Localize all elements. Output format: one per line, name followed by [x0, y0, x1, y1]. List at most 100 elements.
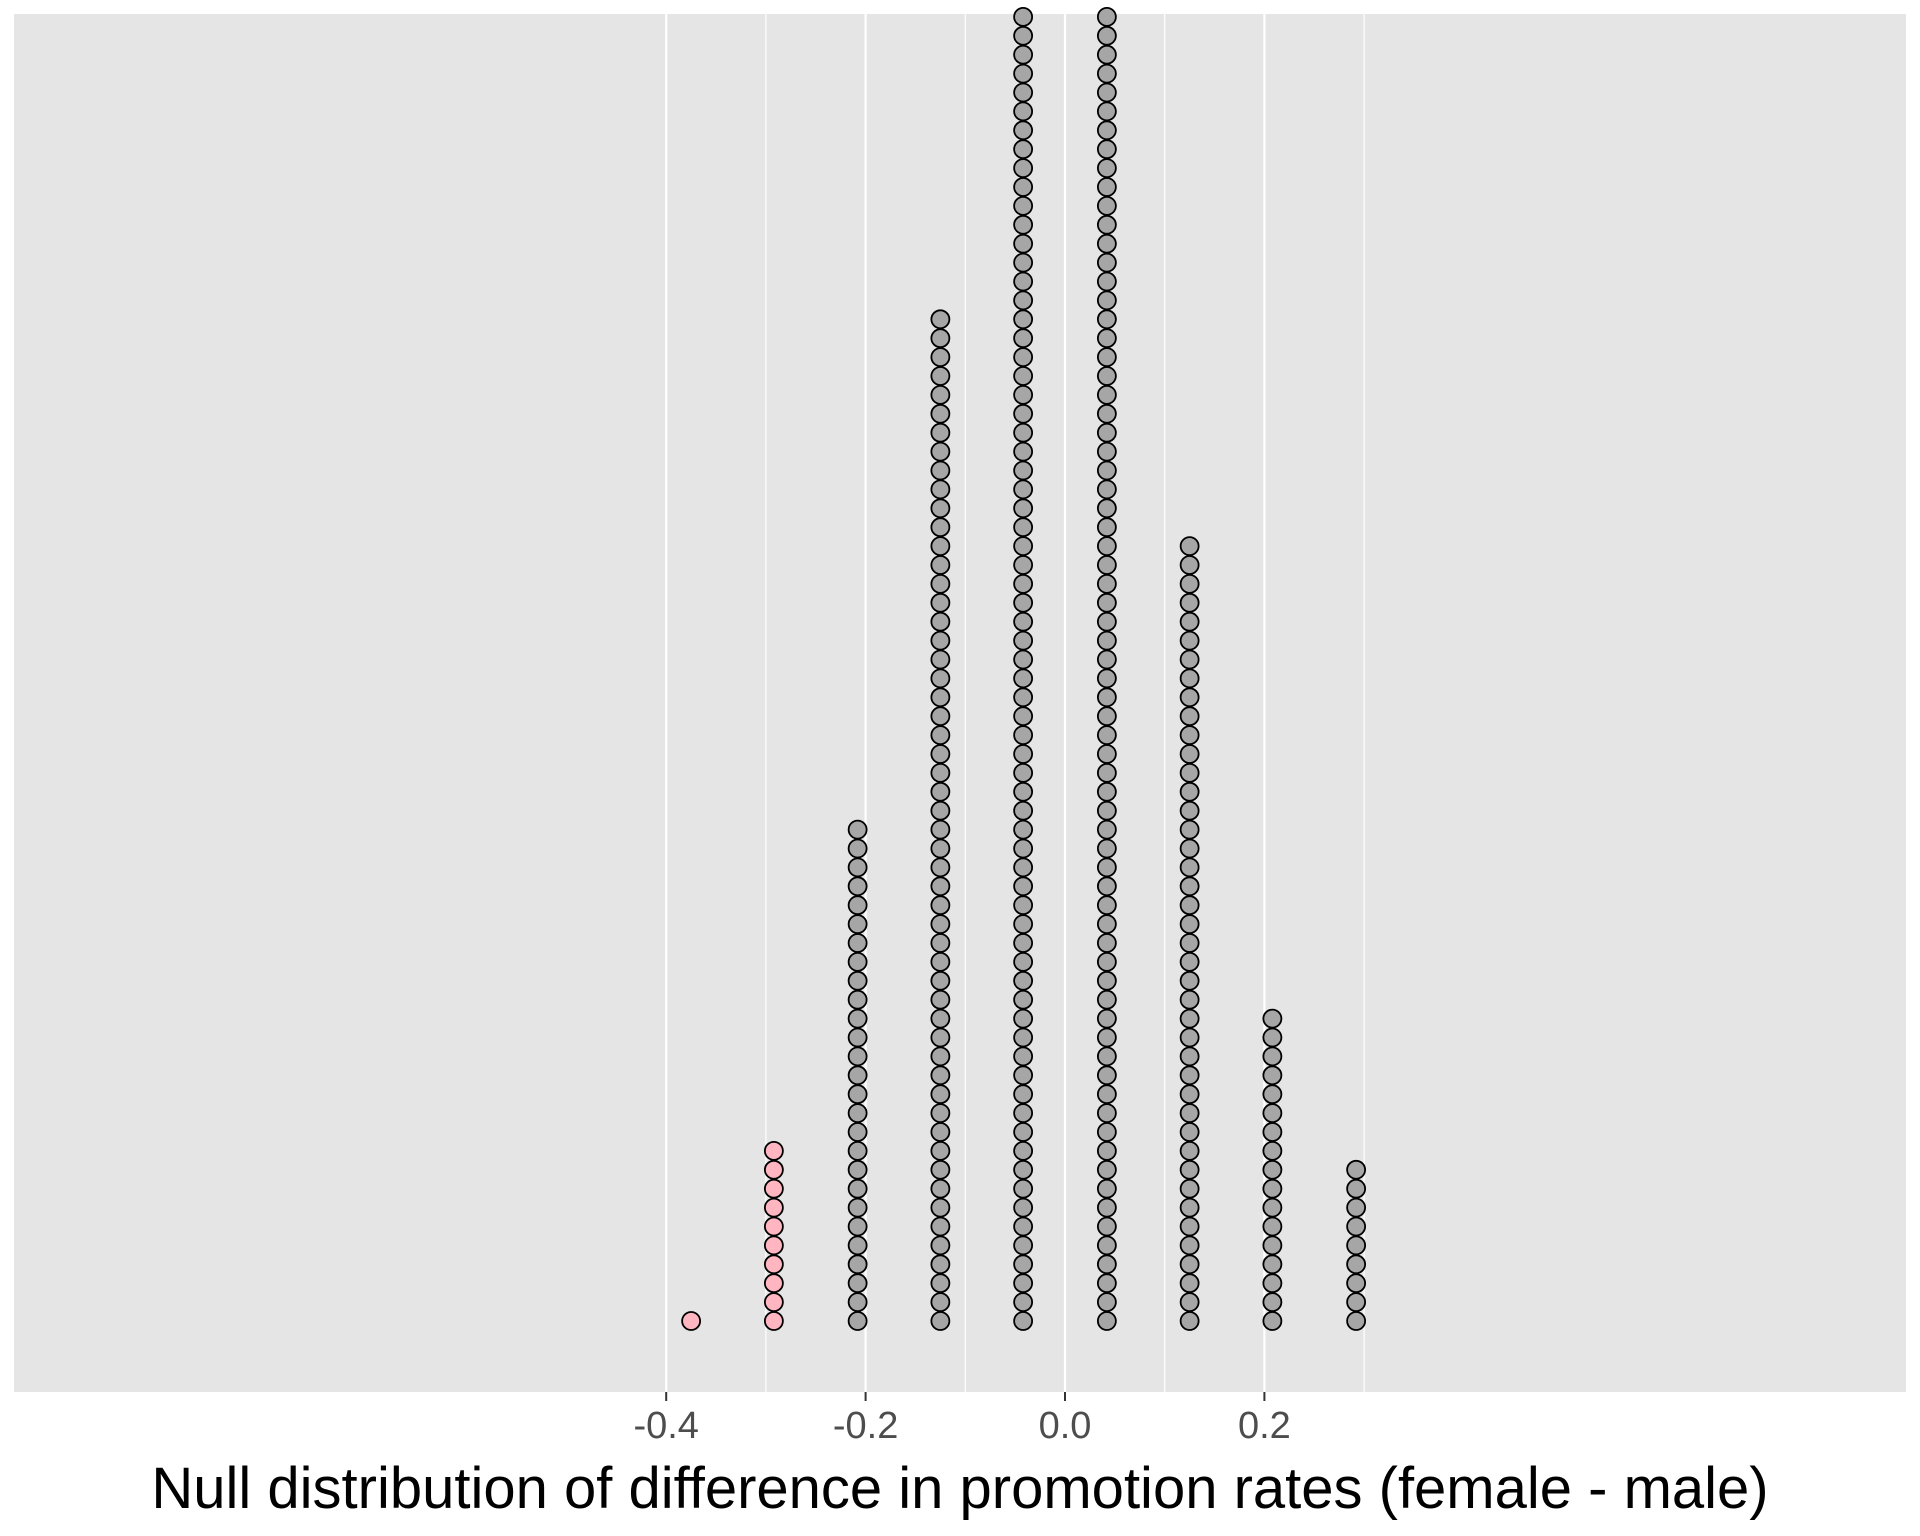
- dot: [1096, 460, 1117, 481]
- dot: [1013, 555, 1034, 575]
- dot: [1096, 819, 1117, 840]
- dot: [930, 725, 951, 745]
- dot: [930, 1027, 951, 1048]
- dot: [847, 857, 868, 878]
- dot: [1346, 1273, 1367, 1294]
- dot: [1096, 252, 1117, 273]
- dot: [1013, 63, 1034, 84]
- dot: [930, 384, 951, 405]
- dot: [1179, 630, 1200, 651]
- x-tick-label: -0.2: [833, 1405, 898, 1447]
- dot: [930, 876, 951, 897]
- dot: [1096, 933, 1117, 953]
- dot: [930, 328, 951, 349]
- dot: [1096, 1103, 1117, 1123]
- dot: [930, 1311, 951, 1331]
- dot: [1096, 195, 1117, 216]
- dot: [1096, 1008, 1117, 1029]
- dot: [930, 1159, 951, 1180]
- dot: [1013, 309, 1034, 330]
- dot: [763, 1141, 784, 1161]
- dot: [930, 763, 951, 783]
- dot: [1013, 781, 1034, 802]
- dot: [1346, 1178, 1367, 1199]
- dot: [1179, 574, 1200, 594]
- dot: [847, 1122, 868, 1142]
- dot: [1013, 139, 1034, 160]
- dot: [1096, 725, 1117, 745]
- dot: [930, 1065, 951, 1086]
- dot: [1013, 422, 1034, 443]
- dot-stack: [1262, 1008, 1283, 1331]
- dot: [930, 781, 951, 802]
- dot: [930, 611, 951, 632]
- dot: [1013, 1254, 1034, 1275]
- dot: [1096, 857, 1117, 878]
- dot: [1262, 1178, 1283, 1199]
- dot: [763, 1159, 784, 1180]
- dot: [1096, 158, 1117, 179]
- dot: [681, 1311, 702, 1331]
- dot: [1013, 895, 1034, 916]
- dot-stack: [847, 819, 868, 1331]
- dot: [1179, 1065, 1200, 1086]
- dot: [1262, 1197, 1283, 1218]
- dot: [1013, 177, 1034, 197]
- dot: [1096, 876, 1117, 897]
- dot: [1013, 158, 1034, 179]
- dot: [1096, 517, 1117, 538]
- dot-stack: [1013, 6, 1034, 1331]
- dot: [930, 1273, 951, 1294]
- dot: [847, 1008, 868, 1029]
- dot: [1013, 101, 1034, 122]
- dot: [1096, 649, 1117, 670]
- dot: [1096, 479, 1117, 500]
- dot: [1013, 970, 1034, 991]
- dot: [930, 1292, 951, 1312]
- dot: [1013, 1008, 1034, 1029]
- dot: [930, 1046, 951, 1067]
- dot: [1013, 460, 1034, 481]
- dot: [1179, 895, 1200, 916]
- dot: [1096, 82, 1117, 103]
- dot: [930, 1216, 951, 1237]
- dot: [930, 970, 951, 991]
- dot: [1096, 441, 1117, 462]
- dot: [1013, 441, 1034, 462]
- dot: [930, 498, 951, 519]
- dot: [1096, 706, 1117, 727]
- dot: [1013, 819, 1034, 840]
- dot: [1096, 536, 1117, 556]
- dot: [1096, 290, 1117, 311]
- dot: [1096, 1027, 1117, 1048]
- dot: [1013, 838, 1034, 859]
- dot: [847, 1178, 868, 1199]
- dot: [1346, 1254, 1367, 1275]
- dot: [1013, 952, 1034, 972]
- dot: [1013, 1273, 1034, 1294]
- dot: [1013, 1046, 1034, 1067]
- dot: [930, 555, 951, 575]
- dot: [1096, 914, 1117, 934]
- dot: [1013, 630, 1034, 651]
- dot-stack: [930, 309, 951, 1331]
- dot: [1013, 328, 1034, 349]
- dot: [1262, 1216, 1283, 1237]
- dot: [1262, 1027, 1283, 1048]
- dot: [1013, 800, 1034, 821]
- dot: [1179, 989, 1200, 1010]
- dot: [847, 989, 868, 1010]
- dot: [847, 914, 868, 934]
- dot: [1096, 1046, 1117, 1067]
- dot: [847, 1273, 868, 1294]
- dot: [1096, 895, 1117, 916]
- x-tick-label: 0.2: [1238, 1405, 1291, 1447]
- dot: [930, 347, 951, 368]
- dot: [930, 838, 951, 859]
- dot: [1096, 744, 1117, 764]
- dot: [763, 1235, 784, 1256]
- x-tick-label: 0.0: [1039, 1405, 1092, 1447]
- dot: [1179, 819, 1200, 840]
- dot: [1179, 1084, 1200, 1105]
- dot: [1096, 1311, 1117, 1331]
